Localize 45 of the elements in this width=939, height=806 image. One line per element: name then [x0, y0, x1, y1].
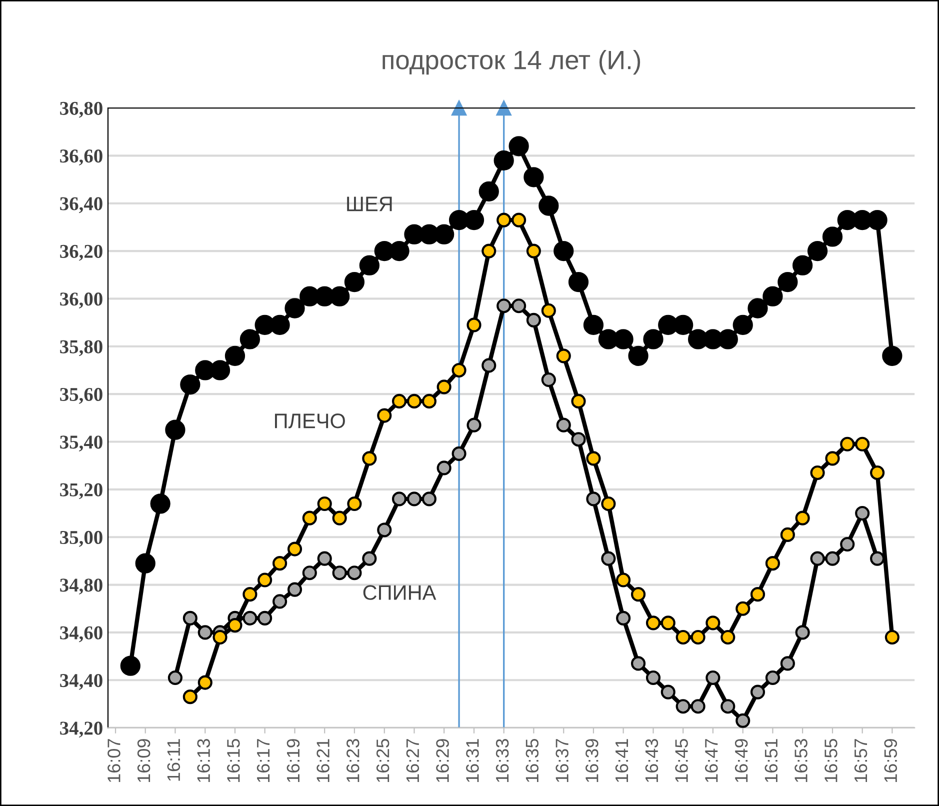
y-tick-label: 36,00	[60, 292, 102, 308]
x-tick-label: 16:25	[376, 738, 390, 782]
x-tick-label: 16:29	[436, 739, 449, 782]
x-tick-label: 16:35	[526, 738, 539, 782]
series-label: ПЛЕЧО	[275, 414, 345, 428]
chart-title: подросток 14 лет (И.)	[382, 50, 640, 75]
x-tick-label: 16:53	[794, 739, 808, 782]
x-tick-label: 16:59	[884, 739, 898, 782]
y-tick-label: 36,80	[60, 102, 102, 118]
x-tick-label: 16:19	[286, 739, 300, 782]
x-tick-label: 16:27	[406, 739, 420, 782]
y-tick-label: 36,40	[60, 197, 102, 214]
y-tick-label: 34,60	[60, 626, 102, 642]
x-tick-label: 16:31	[466, 739, 479, 782]
x-tick-label: 16:39	[586, 739, 598, 782]
y-tick-label: 35,20	[60, 483, 102, 500]
y-tick-label: 34,80	[60, 578, 102, 595]
x-tick-label: 16:13	[197, 739, 210, 782]
x-tick-label: 16:41	[615, 739, 628, 782]
y-tick-label: 35,00	[60, 530, 102, 547]
x-tick-label: 16:11	[167, 739, 180, 781]
x-tick-label: 16:37	[556, 739, 568, 782]
y-tick-label: 36,60	[60, 150, 102, 166]
x-tick-label: 16:07	[108, 739, 120, 782]
y-tick-label: 36,20	[60, 244, 102, 261]
x-tick-label: 16:55	[824, 738, 838, 782]
y-tick-label: 35,40	[60, 436, 102, 452]
y-tick-label: 34,20	[60, 722, 102, 738]
x-tick-label: 16:45	[675, 738, 688, 782]
series-label: ШЕЯ	[347, 196, 392, 212]
x-tick-label: 16:09	[137, 739, 150, 782]
y-tick-label: 34,40	[60, 674, 102, 690]
y-tick-label: 35,60	[60, 388, 102, 404]
x-tick-label: 16:17	[256, 739, 270, 782]
x-tick-label: 16:51	[764, 739, 778, 782]
x-tick-label: 16:49	[734, 739, 748, 782]
x-tick-label: 16:15	[227, 738, 240, 782]
series-label: СПИНА	[363, 585, 436, 600]
x-tick-label: 16:23	[346, 739, 360, 782]
x-tick-label: 16:57	[854, 739, 868, 782]
x-tick-label: 16:33	[496, 739, 509, 782]
x-tick-label: 16:43	[645, 739, 658, 782]
x-tick-label: 16:47	[704, 739, 718, 782]
y-tick-label: 35,80	[60, 340, 102, 356]
x-tick-label: 16:21	[316, 739, 330, 782]
